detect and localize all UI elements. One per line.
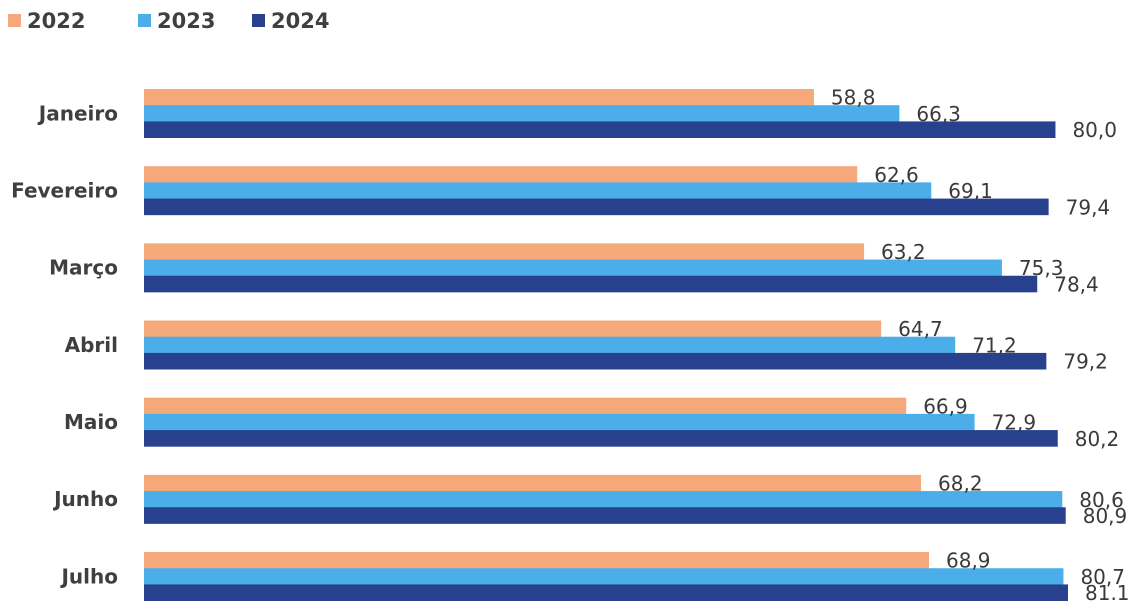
bar-2022-4 bbox=[144, 397, 907, 415]
legend-label-2024: 2024 bbox=[271, 9, 329, 33]
category-label-6: Julho bbox=[59, 564, 118, 588]
bar-2022-6 bbox=[144, 552, 930, 569]
data-label-2024-3: 79,2 bbox=[1063, 350, 1108, 374]
data-label-2024-1: 79,4 bbox=[1066, 195, 1111, 219]
data-label-2022-5: 68,2 bbox=[938, 472, 983, 496]
data-label-2023-1: 69,1 bbox=[948, 179, 993, 203]
bar-2023-1 bbox=[144, 182, 932, 199]
chart-bars bbox=[144, 89, 1068, 601]
bar-2022-2 bbox=[144, 243, 865, 260]
category-axis-labels: Janeiro Fevereiro Março Abril Maio Junho Julho bbox=[11, 101, 118, 588]
bar-2024-2 bbox=[144, 275, 1038, 293]
bar-2023-6 bbox=[144, 568, 1064, 585]
data-label-2024-4: 80,2 bbox=[1075, 427, 1120, 451]
category-label-4: Maio bbox=[64, 410, 118, 434]
legend-item-2024: 2024 bbox=[252, 9, 329, 33]
data-label-2024-6: 81.1 bbox=[1085, 581, 1130, 601]
data-label-2022-4: 66,9 bbox=[923, 394, 968, 418]
bar-2022-3 bbox=[144, 320, 882, 338]
legend-swatch-2024 bbox=[252, 14, 265, 27]
data-label-2023-0: 66,3 bbox=[916, 102, 961, 126]
category-label-5: Junho bbox=[52, 487, 118, 511]
bar-2023-0 bbox=[144, 105, 900, 122]
data-label-2022-0: 58,8 bbox=[831, 86, 876, 110]
legend-swatch-2023 bbox=[138, 14, 151, 27]
category-label-0: Janeiro bbox=[37, 101, 118, 125]
category-label-3: Abril bbox=[65, 333, 118, 357]
bar-2024-0 bbox=[144, 121, 1056, 138]
bar-2023-4 bbox=[144, 413, 975, 431]
chart-legend: 2022 2023 2024 bbox=[8, 9, 329, 33]
data-label-2022-1: 62,6 bbox=[874, 163, 919, 187]
data-label-2024-2: 78,4 bbox=[1054, 272, 1099, 296]
data-label-2022-3: 64,7 bbox=[898, 317, 943, 341]
data-label-2023-4: 72,9 bbox=[992, 411, 1037, 435]
legend-item-2023: 2023 bbox=[138, 9, 215, 33]
legend-item-2022: 2022 bbox=[8, 9, 85, 33]
bar-2022-1 bbox=[144, 166, 858, 183]
bar-2024-4 bbox=[144, 430, 1058, 447]
bar-2022-5 bbox=[144, 474, 922, 492]
legend-label-2022: 2022 bbox=[27, 9, 85, 33]
bar-2024-6 bbox=[144, 584, 1068, 601]
data-label-2022-6: 68,9 bbox=[946, 549, 991, 573]
bar-2024-1 bbox=[144, 198, 1049, 216]
bar-2024-3 bbox=[144, 352, 1047, 370]
data-label-2023-2: 75,3 bbox=[1019, 256, 1064, 280]
legend-swatch-2022 bbox=[8, 14, 21, 27]
data-labels: 58,8 66,3 80,0 62,6 69,1 79,4 63,2 75,378,4 64,7… bbox=[831, 86, 1130, 601]
data-label-2023-5: 80,6 bbox=[1079, 488, 1124, 512]
category-label-1: Fevereiro bbox=[11, 178, 118, 202]
data-label-2023-3: 71,2 bbox=[972, 333, 1017, 357]
bar-2024-5 bbox=[144, 507, 1066, 524]
category-label-2: Março bbox=[49, 256, 118, 280]
legend-label-2023: 2023 bbox=[157, 9, 215, 33]
bar-2023-3 bbox=[144, 336, 956, 354]
data-label-2024-0: 80,0 bbox=[1072, 118, 1117, 142]
data-label-2024-5: 80,9 bbox=[1083, 504, 1128, 528]
bar-2023-5 bbox=[144, 491, 1063, 508]
bar-2022-0 bbox=[144, 89, 814, 106]
data-label-2023-6: 80,7 bbox=[1080, 565, 1125, 589]
bar-2023-2 bbox=[144, 259, 1002, 277]
data-label-2022-2: 63,2 bbox=[881, 240, 926, 264]
